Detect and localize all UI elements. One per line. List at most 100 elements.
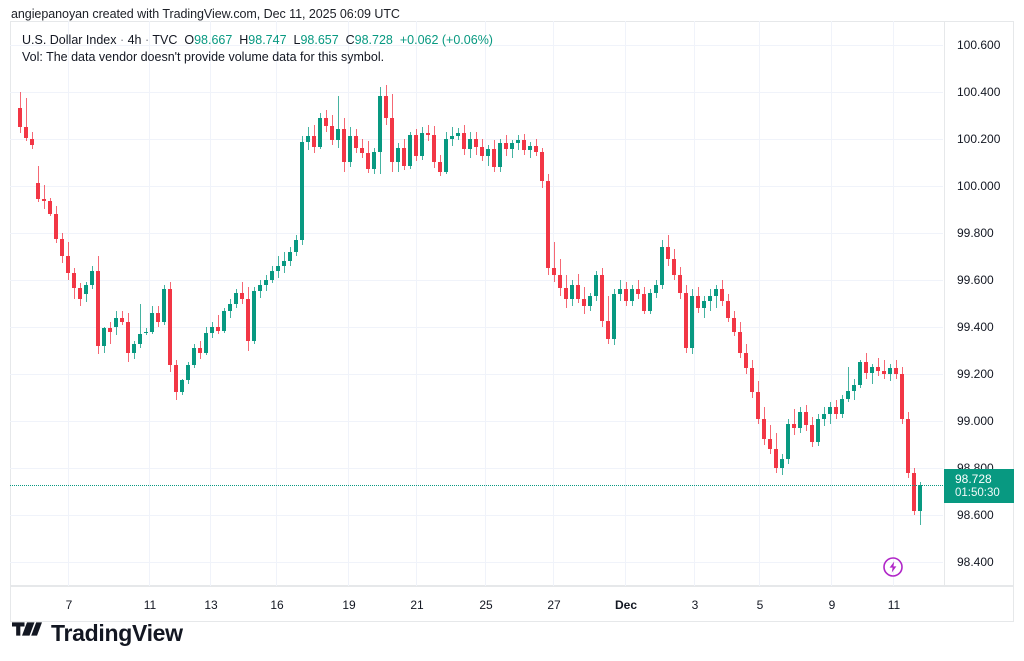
gridline-vertical (149, 21, 150, 586)
candle-body (396, 148, 400, 163)
candle-body (792, 423, 796, 429)
candle-body (486, 149, 490, 157)
candle-body (102, 328, 106, 346)
candle-body (456, 132, 460, 137)
candle-body (642, 294, 646, 311)
candle-body (510, 143, 514, 150)
candle-body (78, 288, 82, 299)
candle-body (864, 362, 868, 373)
candle-body (492, 149, 496, 167)
candle-body (888, 368, 892, 375)
legend-interval[interactable]: 4h (127, 33, 142, 47)
candle-body (426, 132, 430, 136)
candle-body (570, 284, 574, 299)
candle-body (540, 151, 544, 182)
candle-body (222, 310, 226, 331)
candle-body (420, 132, 424, 157)
candle-body (840, 398, 844, 415)
candle-body (684, 292, 688, 349)
time-axis-label: 13 (204, 598, 218, 612)
gridline-horizontal (10, 92, 943, 93)
legend-open-value: 98.667 (194, 33, 233, 47)
candle-body (660, 247, 664, 285)
candle-body (858, 362, 862, 385)
candle-body (258, 284, 262, 291)
candle-body (378, 96, 382, 152)
candle-body (348, 136, 352, 163)
gridline-horizontal (10, 515, 943, 516)
candle-wick (608, 296, 609, 344)
time-axis-label: 27 (547, 598, 561, 612)
candle-body (564, 288, 568, 299)
tradingview-wordmark: TradingView (51, 620, 183, 646)
candle-body (480, 146, 484, 157)
candle-body (708, 296, 712, 302)
lightning-bolt-icon[interactable] (882, 556, 904, 583)
candle-wick (554, 242, 555, 283)
tradingview-logo-icon (12, 621, 42, 646)
gridline-vertical (625, 21, 626, 586)
candle-body (126, 322, 130, 353)
candle-body (498, 143, 502, 167)
current-price-line (10, 485, 943, 487)
gridline-vertical (416, 21, 417, 586)
candle-body (618, 289, 622, 295)
gridline-vertical (276, 21, 277, 586)
gridline-vertical (759, 21, 760, 586)
candle-body (720, 289, 724, 302)
legend-high-value: 98.747 (248, 33, 287, 47)
candle-body (846, 390, 850, 399)
candle-body (774, 449, 778, 469)
candle-body (894, 368, 898, 375)
price-axis-label: 100.000 (957, 179, 1001, 193)
candle-body (912, 473, 916, 511)
candle-body (780, 458, 784, 469)
candle-body (132, 343, 136, 353)
current-price-value: 98.728 (955, 472, 992, 486)
candle-body (402, 148, 406, 166)
chart-plot-area[interactable] (10, 21, 943, 586)
time-axis-label: 9 (828, 598, 836, 612)
tradingview-footer-logo: TradingView (12, 620, 183, 647)
chart-legend[interactable]: U.S. Dollar Index · 4h · TVC O98.667 H98… (22, 32, 493, 66)
candle-body (690, 296, 694, 349)
bar-countdown: 01:50:30 (955, 487, 1000, 499)
candle-body (726, 301, 730, 318)
candle-body (576, 284, 580, 299)
candle-body (216, 327, 220, 331)
candle-body (174, 364, 178, 392)
gridline-horizontal (10, 562, 943, 563)
candle-body (810, 424, 814, 443)
candle-body (150, 312, 154, 332)
candle-body (714, 289, 718, 297)
legend-line-ohlc: U.S. Dollar Index · 4h · TVC O98.667 H98… (22, 32, 493, 49)
candle-wick (884, 360, 885, 379)
gridline-vertical (210, 21, 211, 586)
price-scale[interactable]: 100.600 100.400 100.200 100.000 99.800 99.600… (944, 21, 1014, 586)
legend-symbol[interactable]: U.S. Dollar Index (22, 33, 117, 47)
current-price-badge: 98.728 01:50:30 (944, 469, 1014, 503)
gridline-vertical (694, 21, 695, 586)
candle-body (906, 418, 910, 473)
candle-wick (878, 357, 879, 377)
candle-body (828, 407, 832, 415)
gridline-horizontal (10, 421, 943, 422)
time-axis-label: 19 (342, 598, 356, 612)
candle-body (852, 384, 856, 391)
candle-body (360, 148, 364, 153)
candle-wick (218, 315, 219, 335)
price-axis-label: 99.800 (957, 226, 994, 240)
candle-body (702, 301, 706, 309)
candle-wick (110, 322, 111, 344)
candle-body (606, 321, 610, 339)
candle-body (240, 292, 244, 299)
time-scale[interactable]: 7 11 13 16 19 21 25 27 Dec 3 5 9 11 (10, 586, 1014, 622)
gridline-horizontal (10, 468, 943, 469)
candle-body (156, 312, 160, 323)
candle-body (270, 270, 274, 280)
candle-body (90, 270, 94, 285)
candle-wick (140, 303, 141, 349)
candle-body (288, 251, 292, 262)
gridline-horizontal (10, 280, 943, 281)
